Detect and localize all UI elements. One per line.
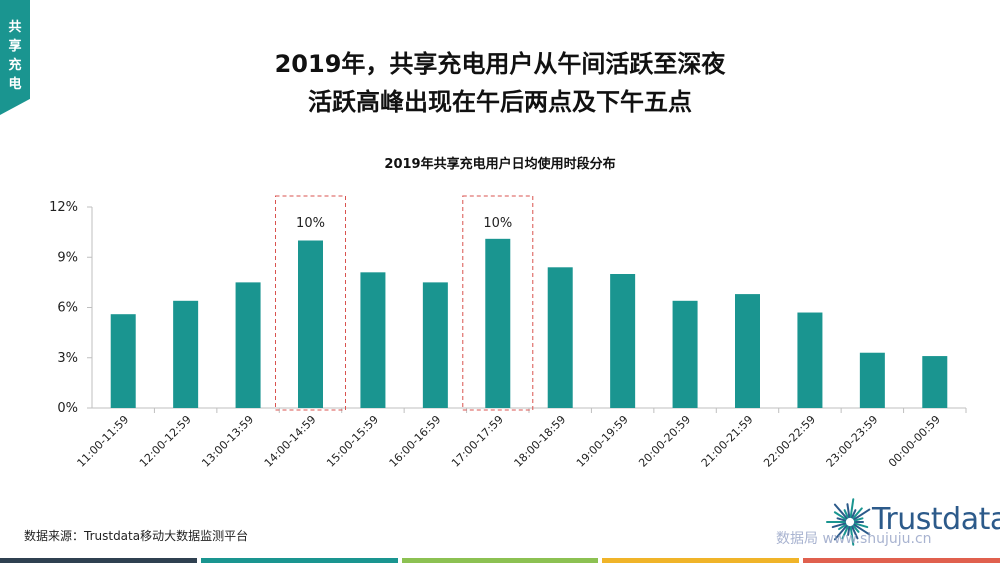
bar	[735, 294, 760, 408]
bar	[859, 352, 885, 408]
footer-segment	[200, 558, 398, 563]
logo-ray	[851, 525, 859, 540]
bar	[672, 300, 698, 408]
logo-ray	[851, 509, 857, 519]
logo-ray	[853, 517, 864, 522]
bar-chart: 2019年共享充电用户日均使用时段分布 0% 3% 6% 9% 12% 11:00-11:5…	[49, 156, 967, 470]
side-tag-char: 享	[8, 39, 22, 54]
bar	[235, 282, 261, 408]
logo-ray	[833, 511, 847, 521]
footer-segment	[0, 558, 197, 563]
bar	[547, 267, 573, 408]
x-tick-label: 23:00-23:59	[824, 413, 881, 470]
y-tick-label: 9%	[57, 250, 78, 265]
bar	[797, 312, 823, 408]
data-label: 10%	[296, 216, 325, 231]
x-tick-label: 17:00-17:59	[449, 413, 506, 470]
logo-ray	[847, 525, 851, 536]
x-tick-label: 19:00-19:59	[574, 413, 631, 470]
x-tick-label: 00:00-00:59	[886, 413, 943, 470]
bar	[422, 282, 448, 408]
x-tick-label: 13:00-13:59	[199, 413, 256, 470]
bar	[360, 272, 386, 408]
x-tick-label: 15:00-15:59	[324, 413, 381, 470]
logo-ray	[852, 524, 860, 533]
x-tick-label: 18:00-18:59	[512, 413, 569, 470]
trustdata-logo: Trustdata	[826, 497, 1000, 547]
x-tick-label: 21:00-21:59	[699, 413, 756, 470]
highlight-box	[462, 195, 534, 411]
bar	[485, 238, 511, 408]
x-tick-label: 20:00-20:59	[636, 413, 693, 470]
x-tick-label: 11:00-11:59	[75, 413, 132, 470]
y-tick-label: 12%	[49, 200, 78, 215]
logo-ray	[831, 522, 847, 529]
data-label: 10%	[483, 216, 512, 231]
y-tick-label: 0%	[57, 401, 78, 416]
logo-ray	[853, 508, 871, 521]
footer-segment	[803, 558, 1000, 563]
side-tag-char: 充	[8, 58, 22, 73]
footer-segment	[401, 558, 599, 563]
footer-segment	[602, 558, 800, 563]
logo-ray	[841, 525, 849, 540]
highlight-box	[275, 195, 346, 411]
bar	[173, 300, 199, 408]
x-tick-label: 16:00-16:59	[387, 413, 444, 470]
side-tag-char: 共	[8, 20, 22, 35]
logo-text: Trustdata	[872, 502, 1000, 537]
bar	[922, 356, 948, 408]
logo-ray	[836, 517, 847, 522]
logo-ray	[838, 523, 847, 531]
y-tick-label: 6%	[57, 301, 78, 316]
logo-ray	[852, 507, 863, 520]
x-tick-label: 14:00-14:59	[262, 413, 319, 470]
side-tag-char: 电	[8, 77, 22, 92]
y-tick-label: 3%	[57, 351, 78, 366]
x-tick-label: 22:00-22:59	[761, 413, 818, 470]
chart-title: 2019年共享充电用户日均使用时段分布	[384, 156, 615, 172]
bar	[110, 314, 136, 408]
logo-ray	[849, 525, 855, 546]
bar	[298, 240, 323, 408]
bar	[610, 274, 636, 408]
logo-ray	[853, 523, 871, 536]
watermark: 数据局 www.shujuju.cn	[776, 531, 932, 547]
logo-ray	[849, 498, 855, 519]
headline-line-2: 活跃高峰出现在午后两点及下午五点	[308, 88, 692, 116]
headline-line-1: 2019年，共享充电用户从午间活跃至深夜	[274, 50, 726, 78]
starburst-icon	[826, 498, 871, 546]
logo-ray	[853, 522, 869, 529]
logo-ray	[846, 503, 851, 519]
footer-color-bar	[0, 558, 1000, 563]
data-source: 数据来源：Trustdata移动大数据监测平台	[24, 529, 249, 543]
side-tag: 共 享 充 电	[0, 0, 30, 115]
logo-ray	[833, 524, 848, 541]
logo-ray	[833, 503, 848, 520]
logo-ray	[843, 509, 849, 519]
x-tick-label: 12:00-12:59	[137, 413, 194, 470]
